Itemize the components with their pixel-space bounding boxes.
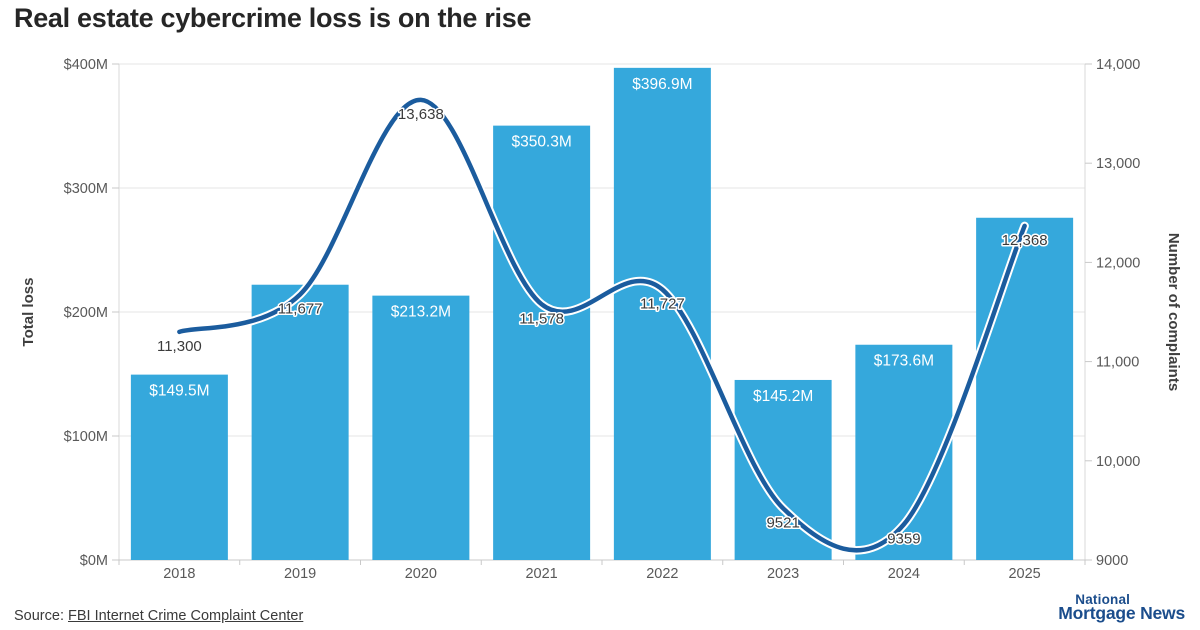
svg-text:$149.5M: $149.5M [149,383,209,400]
source-line: Source: FBI Internet Crime Complaint Cen… [14,608,303,624]
bar-2022 [613,67,711,561]
svg-text:2025: 2025 [1008,566,1040,582]
source-link[interactable]: FBI Internet Crime Complaint Center [68,608,304,624]
svg-text:$400M: $400M [64,57,108,73]
svg-text:11,300: 11,300 [157,338,202,355]
complaints-line-labels: 11,300 11,677 13,638 11,578 11,727 9521 9359 12… [155,104,1049,548]
svg-text:2021: 2021 [525,566,557,582]
svg-text:$0M: $0M [80,553,108,569]
svg-text:$350.3M: $350.3M [511,134,571,151]
publisher-logo-line2: Mortgage News [1058,602,1185,623]
svg-text:11,578: 11,578 [519,310,564,327]
svg-text:$213.2M: $213.2M [391,304,451,321]
bar-value-labels: $149.5M $213.2M $350.3M $396.9M $145.2M $173.… [149,76,934,405]
complaints-line [175,95,1029,555]
svg-text:$300M: $300M [64,181,108,197]
svg-text:2022: 2022 [646,566,678,582]
svg-text:2023: 2023 [767,566,799,582]
bar-2018 [130,374,228,560]
bar-2020 [372,295,470,560]
bar-2021 [493,125,591,561]
svg-text:12,000: 12,000 [1096,255,1140,271]
publisher-logo-line1: National [1075,592,1131,607]
x-axis-tick-labels: 2018 2019 2020 2021 2022 2023 2024 2025 [163,566,1041,582]
svg-text:11,000: 11,000 [1096,355,1139,371]
svg-text:9359: 9359 [887,530,920,547]
svg-text:10,000: 10,000 [1096,454,1140,470]
source-prefix: Source: [14,608,68,624]
svg-text:13,638: 13,638 [398,106,444,123]
svg-text:9521: 9521 [766,514,799,531]
svg-text:$100M: $100M [64,429,108,445]
svg-text:11,677: 11,677 [278,300,323,317]
svg-text:$173.6M: $173.6M [874,353,934,370]
svg-text:11,727: 11,727 [640,295,685,312]
svg-text:2019: 2019 [284,566,316,582]
svg-text:13,000: 13,000 [1096,156,1140,172]
svg-text:2024: 2024 [888,566,920,582]
right-axis-title: Number of complaints [1165,233,1182,391]
left-axis-tick-labels: $0M $100M $200M $300M $400M [64,57,108,569]
loss-bars [130,67,1074,561]
left-axis-title: Total loss [20,278,37,347]
bar-2025 [976,217,1074,560]
svg-text:9000: 9000 [1096,553,1128,569]
bar-2023 [734,379,832,560]
svg-text:2018: 2018 [163,566,195,582]
svg-text:$145.2M: $145.2M [753,388,813,405]
svg-text:14,000: 14,000 [1096,57,1140,73]
bar-2019 [251,284,349,560]
svg-text:2020: 2020 [405,566,437,582]
chart-title: Real estate cybercrime loss is on the ri… [14,3,532,33]
svg-text:$200M: $200M [64,305,108,321]
svg-text:12,368: 12,368 [1002,232,1048,249]
right-axis-tick-labels: 9000 10,000 11,000 12,000 13,000 14,000 [1096,57,1140,569]
svg-text:$396.9M: $396.9M [632,76,692,93]
publisher-logo: National Mortgage News [1058,593,1185,622]
